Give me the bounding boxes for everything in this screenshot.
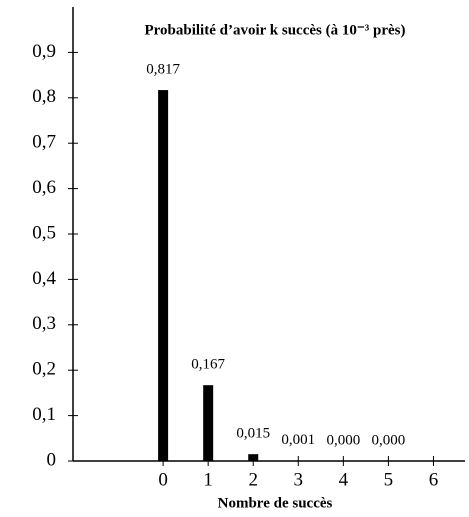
y-tick-label: 0,4: [32, 268, 56, 289]
y-tick-label: 0,8: [32, 86, 56, 107]
y-tick-label: 0,2: [32, 359, 56, 380]
x-tick-label: 2: [248, 469, 258, 490]
y-tick-label: 0,3: [32, 313, 56, 334]
value-label: 0,000: [372, 432, 406, 448]
y-tick-label: 0: [47, 449, 57, 470]
value-label: 0,001: [281, 432, 315, 448]
bar: [158, 90, 169, 461]
y-tick-label: 0,1: [32, 404, 56, 425]
y-tick-label: 0,7: [32, 132, 56, 153]
x-tick-label: 3: [294, 469, 304, 490]
x-tick-label: 4: [339, 469, 349, 490]
y-tick-label: 0,6: [32, 177, 56, 198]
y-tick-label: 0,5: [32, 222, 56, 243]
x-tick-label: 5: [384, 469, 394, 490]
x-tick-label: 6: [429, 469, 439, 490]
bar: [203, 385, 214, 461]
x-axis-title: Nombre de succès: [218, 495, 333, 511]
chart-title: Probabilité d’avoir k succès (à 10⁻³ prè…: [144, 22, 405, 38]
value-label: 0,167: [191, 357, 225, 373]
bar: [248, 454, 259, 461]
value-label: 0,000: [326, 432, 360, 448]
y-tick-label: 0,9: [32, 41, 56, 62]
value-label: 0,015: [236, 426, 270, 442]
x-tick-label: 0: [158, 469, 168, 490]
value-label: 0,817: [146, 62, 180, 78]
x-tick-label: 1: [203, 469, 213, 490]
